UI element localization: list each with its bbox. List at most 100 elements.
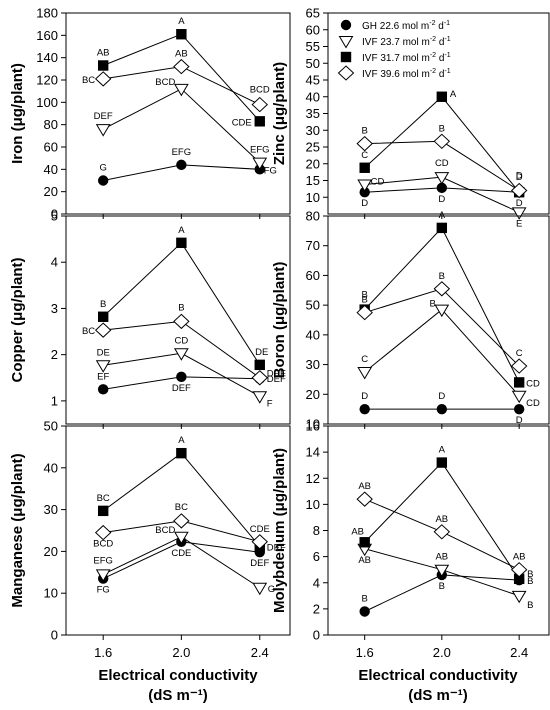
data-point-diamond-open: [94, 322, 112, 338]
y-tick-label: 70: [306, 238, 320, 253]
significance-letter: CD: [371, 177, 385, 188]
x-tick-label: 2.0: [433, 645, 451, 660]
y-tick-label: 10: [306, 417, 320, 432]
y-tick-label: 0: [313, 628, 320, 643]
data-point-triangle-down-open: [511, 590, 527, 604]
significance-letter: F: [267, 398, 273, 409]
data-point-triangle-down-open: [173, 531, 189, 545]
significance-letter: D: [516, 415, 523, 426]
y-tick-label: 50: [306, 298, 320, 313]
legend-label: IVF 23.7 mol m-2 d-1: [362, 36, 451, 48]
data-point-diamond-open: [356, 135, 373, 152]
significance-letter: B: [100, 299, 106, 310]
significance-letter: BC: [175, 502, 188, 513]
significance-letter: DEF: [267, 542, 286, 553]
y-tick-label: 55: [306, 39, 320, 54]
data-point-triangle-down-open: [511, 390, 527, 404]
significance-letter: DEF: [94, 111, 113, 122]
data-point-triangle-down-open: [252, 391, 268, 404]
y-tick-label: 50: [306, 56, 320, 71]
series-line-diamond-open: [364, 288, 520, 367]
significance-letter: B: [527, 576, 533, 587]
significance-letter: B: [178, 302, 184, 313]
y-tick-label: 80: [306, 209, 320, 224]
significance-letter: AB: [97, 47, 110, 58]
significance-letter: DE: [255, 347, 268, 358]
legend-marker-triangle-down-open: [338, 36, 354, 49]
data-point-diamond-open: [94, 71, 112, 87]
y-tick-label: 2: [313, 601, 320, 616]
y-tick-label: 20: [44, 184, 58, 199]
data-point-triangle-down-open: [357, 179, 373, 193]
legend: GH 22.6 mol m-2 d-1 IVF 23.7 mol m-2 d-1 I…: [337, 19, 451, 81]
panel-manganese: 0 10 20 30 40 50 1.6 2.0 2.4 Manganese (μg/plant)…: [9, 419, 291, 660]
data-point-circle-filled: [97, 384, 109, 395]
y-tick-label: 30: [44, 502, 58, 517]
data-point-triangle-down-open: [434, 564, 450, 578]
significance-letter: D: [516, 171, 523, 182]
data-point-diamond-open: [433, 133, 451, 149]
significance-letter: AB: [351, 526, 364, 537]
y-tick-label: 3: [51, 301, 58, 316]
significance-letter: BCD: [155, 525, 175, 536]
data-point-square-filled: [97, 60, 109, 71]
significance-letter: BCD: [93, 539, 113, 550]
data-point-square-filled: [436, 457, 448, 468]
significance-letter: B: [362, 126, 368, 137]
y-axis-label: Copper (μg/plant): [9, 258, 26, 383]
y-tick-label: 180: [36, 6, 58, 21]
y-tick-label: 20: [306, 156, 320, 171]
significance-letter: DEF: [267, 369, 286, 380]
data-point-triangle-down-open: [434, 172, 450, 185]
series-line-triangle-down-open: [364, 308, 520, 397]
significance-letter: A: [178, 225, 185, 236]
data-point-diamond-open: [251, 370, 268, 386]
data-point-triangle-down-open: [511, 207, 527, 220]
data-point-diamond-open: [433, 524, 451, 540]
data-point-triangle-down-open: [173, 83, 189, 97]
significance-letter: DEF: [250, 558, 269, 569]
data-point-circle-filled: [359, 403, 370, 415]
significance-letter: D: [361, 198, 368, 209]
significance-letter: EFG: [250, 145, 270, 156]
significance-letter: AB: [175, 49, 188, 60]
y-tick-label: 10: [306, 497, 320, 512]
y-tick-label: 50: [44, 419, 58, 434]
legend-label: GH 22.6 mol m-2 d-1: [362, 20, 450, 32]
data-point-square-filled: [436, 91, 448, 102]
y-tick-label: 35: [306, 106, 320, 121]
data-point-square-filled: [436, 222, 448, 234]
data-point-diamond-open: [356, 491, 373, 507]
data-point-circle-filled: [359, 187, 370, 198]
y-axis-label: Iron (μg/plant): [9, 63, 26, 164]
significance-letter: B: [429, 299, 435, 310]
significance-letter: C: [516, 348, 523, 359]
plot-frame: [65, 12, 291, 215]
data-point-triangle-down-open: [252, 157, 268, 171]
panel-iron: 0 20 40 60 80 100 120 140 160 180 Iron (μg/plant) G…: [9, 6, 291, 222]
significance-letter: CD: [526, 398, 540, 409]
data-point-circle-filled: [359, 606, 370, 617]
significance-letter: D: [361, 391, 368, 402]
data-point-circle-filled: [436, 403, 448, 415]
y-tick-label: 16: [306, 419, 320, 434]
significance-letter: FG: [97, 585, 110, 596]
significance-letter: DEF: [172, 383, 191, 394]
data-point-circle-filled: [436, 182, 448, 194]
data-point-square-filled: [359, 537, 370, 548]
plot-frame: [65, 425, 291, 636]
data-point-diamond-open: [94, 524, 112, 541]
significance-letter: B: [527, 569, 533, 580]
x-tick-label: 2.4: [510, 645, 528, 660]
significance-letter: B: [362, 593, 368, 604]
y-tick-label: 14: [306, 445, 320, 460]
y-tick-label: 60: [306, 268, 320, 283]
y-axis-label: Molybdenum (μg/plant): [271, 448, 288, 613]
y-tick-label: 10: [44, 586, 58, 601]
data-point-diamond-open: [251, 96, 268, 113]
data-point-diamond-open: [356, 304, 373, 321]
y-tick-label: 40: [44, 460, 58, 475]
panel-boron: 10 20 30 40 50 60 70 80 Boron (μg/plant) D D D C B CD B…: [271, 209, 550, 432]
significance-letter: D: [516, 172, 523, 183]
data-point-triangle-down-open: [95, 124, 111, 137]
